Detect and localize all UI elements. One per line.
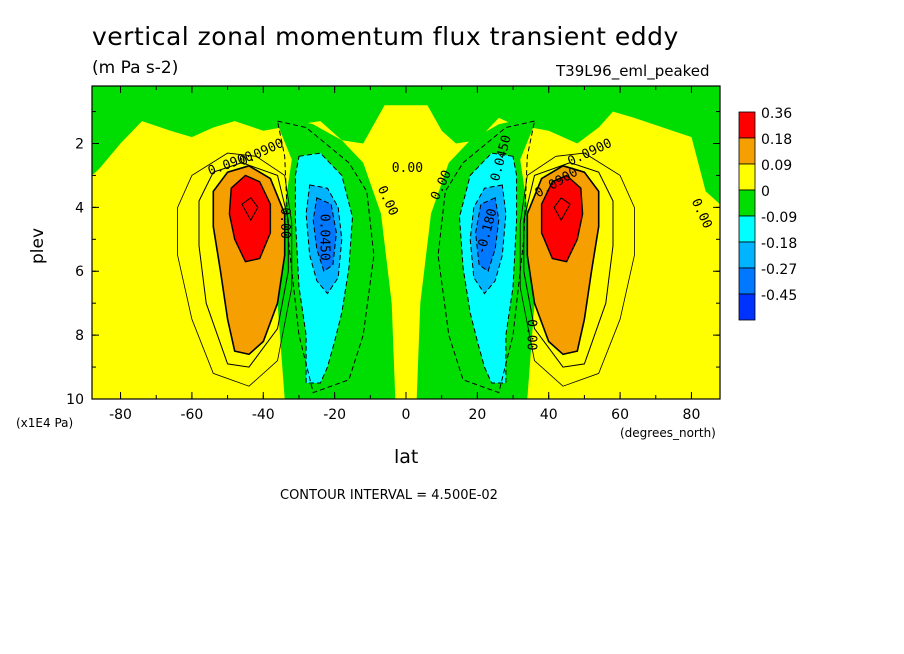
band-green-top xyxy=(92,86,720,205)
y-tick-label: 2 xyxy=(75,136,84,152)
contour-027-south xyxy=(228,174,272,263)
colorbar-swatch xyxy=(738,137,756,165)
field-layer xyxy=(92,86,720,399)
band-blue-south xyxy=(313,197,337,272)
contour-interval-note: CONTOUR INTERVAL = 4.500E-02 xyxy=(280,488,498,503)
contour-label: 0.00 xyxy=(392,161,423,176)
contour-018-north xyxy=(526,164,600,356)
contour-neg018-north xyxy=(469,184,507,295)
contour-label: 0.0450 xyxy=(316,214,331,261)
contour-018-south xyxy=(212,164,286,356)
colorbar-label: -0.27 xyxy=(761,262,797,278)
contour-neg0045-south xyxy=(276,120,375,394)
colorbar-swatch xyxy=(738,241,756,269)
x-tick-label: -60 xyxy=(180,407,203,423)
contour-0090-south xyxy=(198,162,289,368)
x-tick-label: 20 xyxy=(468,407,486,423)
x-tick-label: -80 xyxy=(109,407,132,423)
contour-036-north xyxy=(553,197,571,222)
contour-neg009-north xyxy=(458,152,518,384)
contour-036-south xyxy=(241,197,259,222)
x-axis-label: lat xyxy=(394,446,419,468)
contour-neg009-south xyxy=(294,152,354,384)
y-tick-label: 8 xyxy=(75,328,84,344)
colorbar-label: -0.18 xyxy=(761,236,797,252)
y-tick-label: 10 xyxy=(66,392,84,408)
x-tick-label: -40 xyxy=(252,407,275,423)
band-blue-north xyxy=(475,197,499,272)
colorbar-swatch xyxy=(738,215,756,243)
run-label: T39L96_eml_peaked xyxy=(556,62,710,80)
band-yellow-background xyxy=(92,86,720,399)
contour-label: 0.00 xyxy=(523,319,538,350)
x-tick-label: 60 xyxy=(611,407,629,423)
contour-0045-north xyxy=(519,152,635,387)
x-tick-label: 80 xyxy=(683,407,701,423)
colorbar-swatch xyxy=(738,293,756,321)
x-axis-units: (degrees_north) xyxy=(620,426,716,440)
chart-title: vertical zonal momentum flux transient e… xyxy=(92,22,679,51)
colorbar-swatch xyxy=(738,267,756,295)
x-tick-label: -20 xyxy=(323,407,346,423)
colorbar-label: 0 xyxy=(761,184,770,200)
contour-label: 0.00 xyxy=(277,207,292,238)
colorbar-swatch xyxy=(738,163,756,191)
y-axis-label: plev xyxy=(28,227,48,264)
colorbar-label: -0.09 xyxy=(761,210,797,226)
colorbar-label: 0.36 xyxy=(761,106,792,122)
contour-neg027-north xyxy=(475,197,500,272)
colorbar-label: -0.45 xyxy=(761,288,797,304)
colorbar-swatch xyxy=(738,111,756,139)
chart-units: (m Pa s-2) xyxy=(92,58,179,78)
contour-neg0045-north xyxy=(437,120,536,394)
contour-neg018-south xyxy=(305,184,343,295)
colorbar-swatch xyxy=(738,189,756,217)
contour-0045-south xyxy=(177,152,293,387)
y-tick-label: 6 xyxy=(75,264,84,280)
contour-neg027-south xyxy=(312,197,337,272)
colorbar-label: 0.18 xyxy=(761,132,792,148)
contour-0090-north xyxy=(523,162,614,368)
x-tick-label: 40 xyxy=(540,407,558,423)
x-tick-label: 0 xyxy=(402,407,411,423)
y-tick-label: 4 xyxy=(75,200,84,216)
colorbar-label: 0.09 xyxy=(761,158,792,174)
y-axis-units: (x1E4 Pa) xyxy=(16,416,74,430)
contour-027-north xyxy=(540,174,584,263)
